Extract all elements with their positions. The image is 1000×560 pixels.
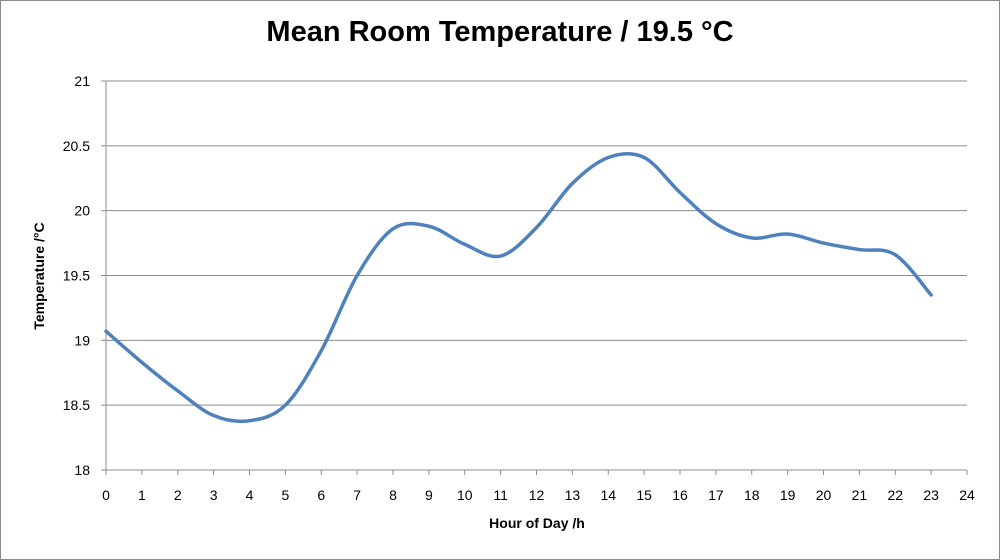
y-tick-label: 19 (74, 332, 90, 348)
series-line-0 (104, 151, 933, 424)
x-tick-label: 15 (636, 487, 652, 503)
x-tick-label: 18 (744, 487, 760, 503)
x-tick-label: 1 (138, 487, 146, 503)
x-tick-label: 14 (600, 487, 616, 503)
chart-title: Mean Room Temperature / 19.5 °C (266, 16, 734, 48)
y-tick-labels: 18 18.5 19 19.5 20 20.5 21 (63, 73, 90, 478)
x-tick-label: 20 (816, 487, 832, 503)
x-tick-label: 13 (565, 487, 581, 503)
x-tick-label: 22 (887, 487, 903, 503)
x-tick-label: 24 (959, 487, 975, 503)
x-tick-label: 5 (281, 487, 289, 503)
y-tick-label: 19.5 (63, 268, 90, 284)
x-axis-title: Hour of Day /h (489, 515, 585, 531)
x-tick-label: 17 (708, 487, 724, 503)
x-tick-label: 2 (174, 487, 182, 503)
x-tick-label: 11 (493, 487, 508, 503)
x-tick-label: 19 (780, 487, 796, 503)
x-tick-label: 8 (389, 487, 397, 503)
x-tick-label: 10 (457, 487, 473, 503)
series-group (104, 151, 933, 424)
x-tick-labels: 0 1 2 3 4 5 6 7 8 9 10 11 12 13 14 15 16 17 18 19 20 21 22 23 24 (102, 487, 975, 503)
y-axis-title: Temperature /°C (31, 222, 47, 329)
gridlines (106, 80, 967, 406)
x-tick-label: 7 (353, 487, 361, 503)
y-tick-label: 20.5 (63, 138, 90, 154)
x-tick-label: 12 (529, 487, 545, 503)
y-tick-label: 18.5 (63, 397, 90, 413)
y-tick-label: 21 (74, 73, 90, 89)
x-tick-label: 21 (852, 487, 868, 503)
y-tick-label: 18 (74, 462, 90, 478)
axes (101, 80, 968, 475)
x-tick-label: 0 (102, 487, 110, 503)
x-tick-label: 6 (317, 487, 325, 503)
x-tick-label: 9 (425, 487, 433, 503)
x-tick-label: 23 (923, 487, 939, 503)
y-tick-label: 20 (74, 203, 90, 219)
x-tick-label: 3 (210, 487, 218, 503)
x-tick-label: 16 (672, 487, 688, 503)
x-tick-label: 4 (246, 487, 254, 503)
